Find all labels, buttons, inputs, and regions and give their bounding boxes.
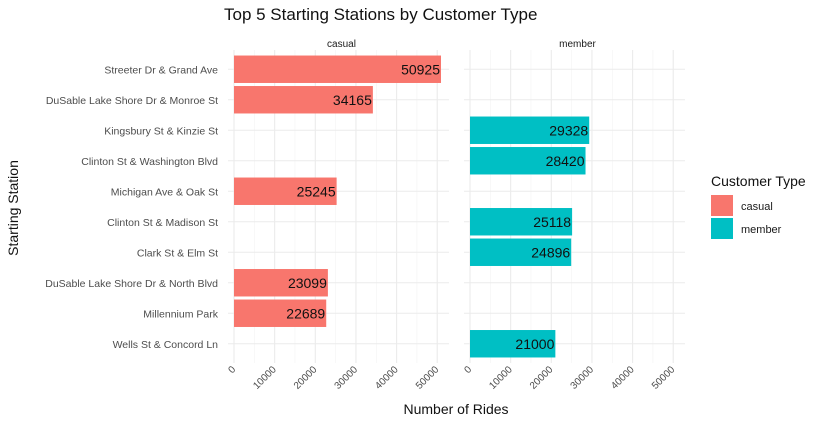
plot-area: casual 0 10000 20000 30000 40000 50000 member 0 1… — [45, 39, 781, 392]
bar-casual — [234, 86, 373, 114]
bar-casual — [234, 269, 328, 297]
y-tick-label: DuSable Lake Shore Dr & North Blvd — [45, 278, 218, 290]
chart-title: Top 5 Starting Stations by Customer Type — [224, 5, 537, 24]
bar-member — [470, 116, 590, 144]
legend-label-casual: casual — [741, 201, 773, 213]
bar-value-label: 34165 — [333, 92, 372, 108]
legend-key-member — [711, 218, 733, 239]
x-tick-label: 20000 — [292, 364, 320, 392]
bar-member — [470, 330, 556, 358]
bar-value-label: 25118 — [533, 214, 571, 230]
x-tick-label: 40000 — [373, 364, 401, 392]
y-tick-label: Millennium Park — [143, 308, 218, 320]
y-tick-label: DuSable Lake Shore Dr & Monroe St — [46, 95, 218, 107]
x-tick-label: 50000 — [414, 364, 442, 392]
x-tick-label: 30000 — [333, 364, 361, 392]
y-axis-title: Starting Station — [5, 160, 21, 256]
legend-label-member: member — [741, 224, 782, 236]
x-tick-label: 30000 — [569, 364, 597, 392]
bar-casual — [234, 177, 337, 205]
bar-member — [470, 208, 573, 236]
y-tick-label: Michigan Ave & Oak St — [111, 186, 218, 198]
bar-value-label: 50925 — [401, 61, 440, 77]
bar-value-label: 29328 — [549, 122, 588, 138]
facet-strip-label: casual — [327, 39, 356, 50]
x-tick-label: 40000 — [609, 364, 637, 392]
bar-value-label: 28420 — [546, 153, 585, 169]
y-tick-label: Kingsbury St & Kinzie St — [104, 125, 218, 137]
bar-casual — [234, 299, 327, 327]
y-tick-label: Clinton St & Washington Blvd — [81, 156, 218, 168]
bar-member — [470, 238, 572, 266]
y-tick-label: Wells St & Concord Ln — [113, 339, 219, 351]
legend-title: Customer Type — [711, 173, 806, 189]
facet-strip-label: member — [559, 39, 596, 50]
x-tick-label: 20000 — [528, 364, 556, 392]
y-tick-label: Clark St & Elm St — [137, 247, 218, 259]
x-tick-label: 0 — [462, 364, 474, 376]
bar-member — [470, 147, 586, 175]
bar-value-label: 23099 — [288, 275, 327, 291]
x-tick-label: 10000 — [487, 364, 515, 392]
x-tick-label: 0 — [226, 364, 238, 376]
bar-value-label: 25245 — [297, 183, 336, 199]
y-tick-label: Streeter Dr & Grand Ave — [104, 64, 218, 76]
x-axis-title: Number of Rides — [403, 401, 508, 417]
x-tick-label: 10000 — [251, 364, 279, 392]
y-tick-label: Clinton St & Madison St — [107, 217, 218, 229]
bar-casual — [234, 55, 441, 83]
legend-key-casual — [711, 195, 733, 216]
bar-value-label: 22689 — [286, 305, 325, 321]
bar-value-label: 21000 — [515, 336, 554, 352]
x-tick-label: 50000 — [650, 364, 678, 392]
bar-value-label: 24896 — [531, 244, 570, 260]
